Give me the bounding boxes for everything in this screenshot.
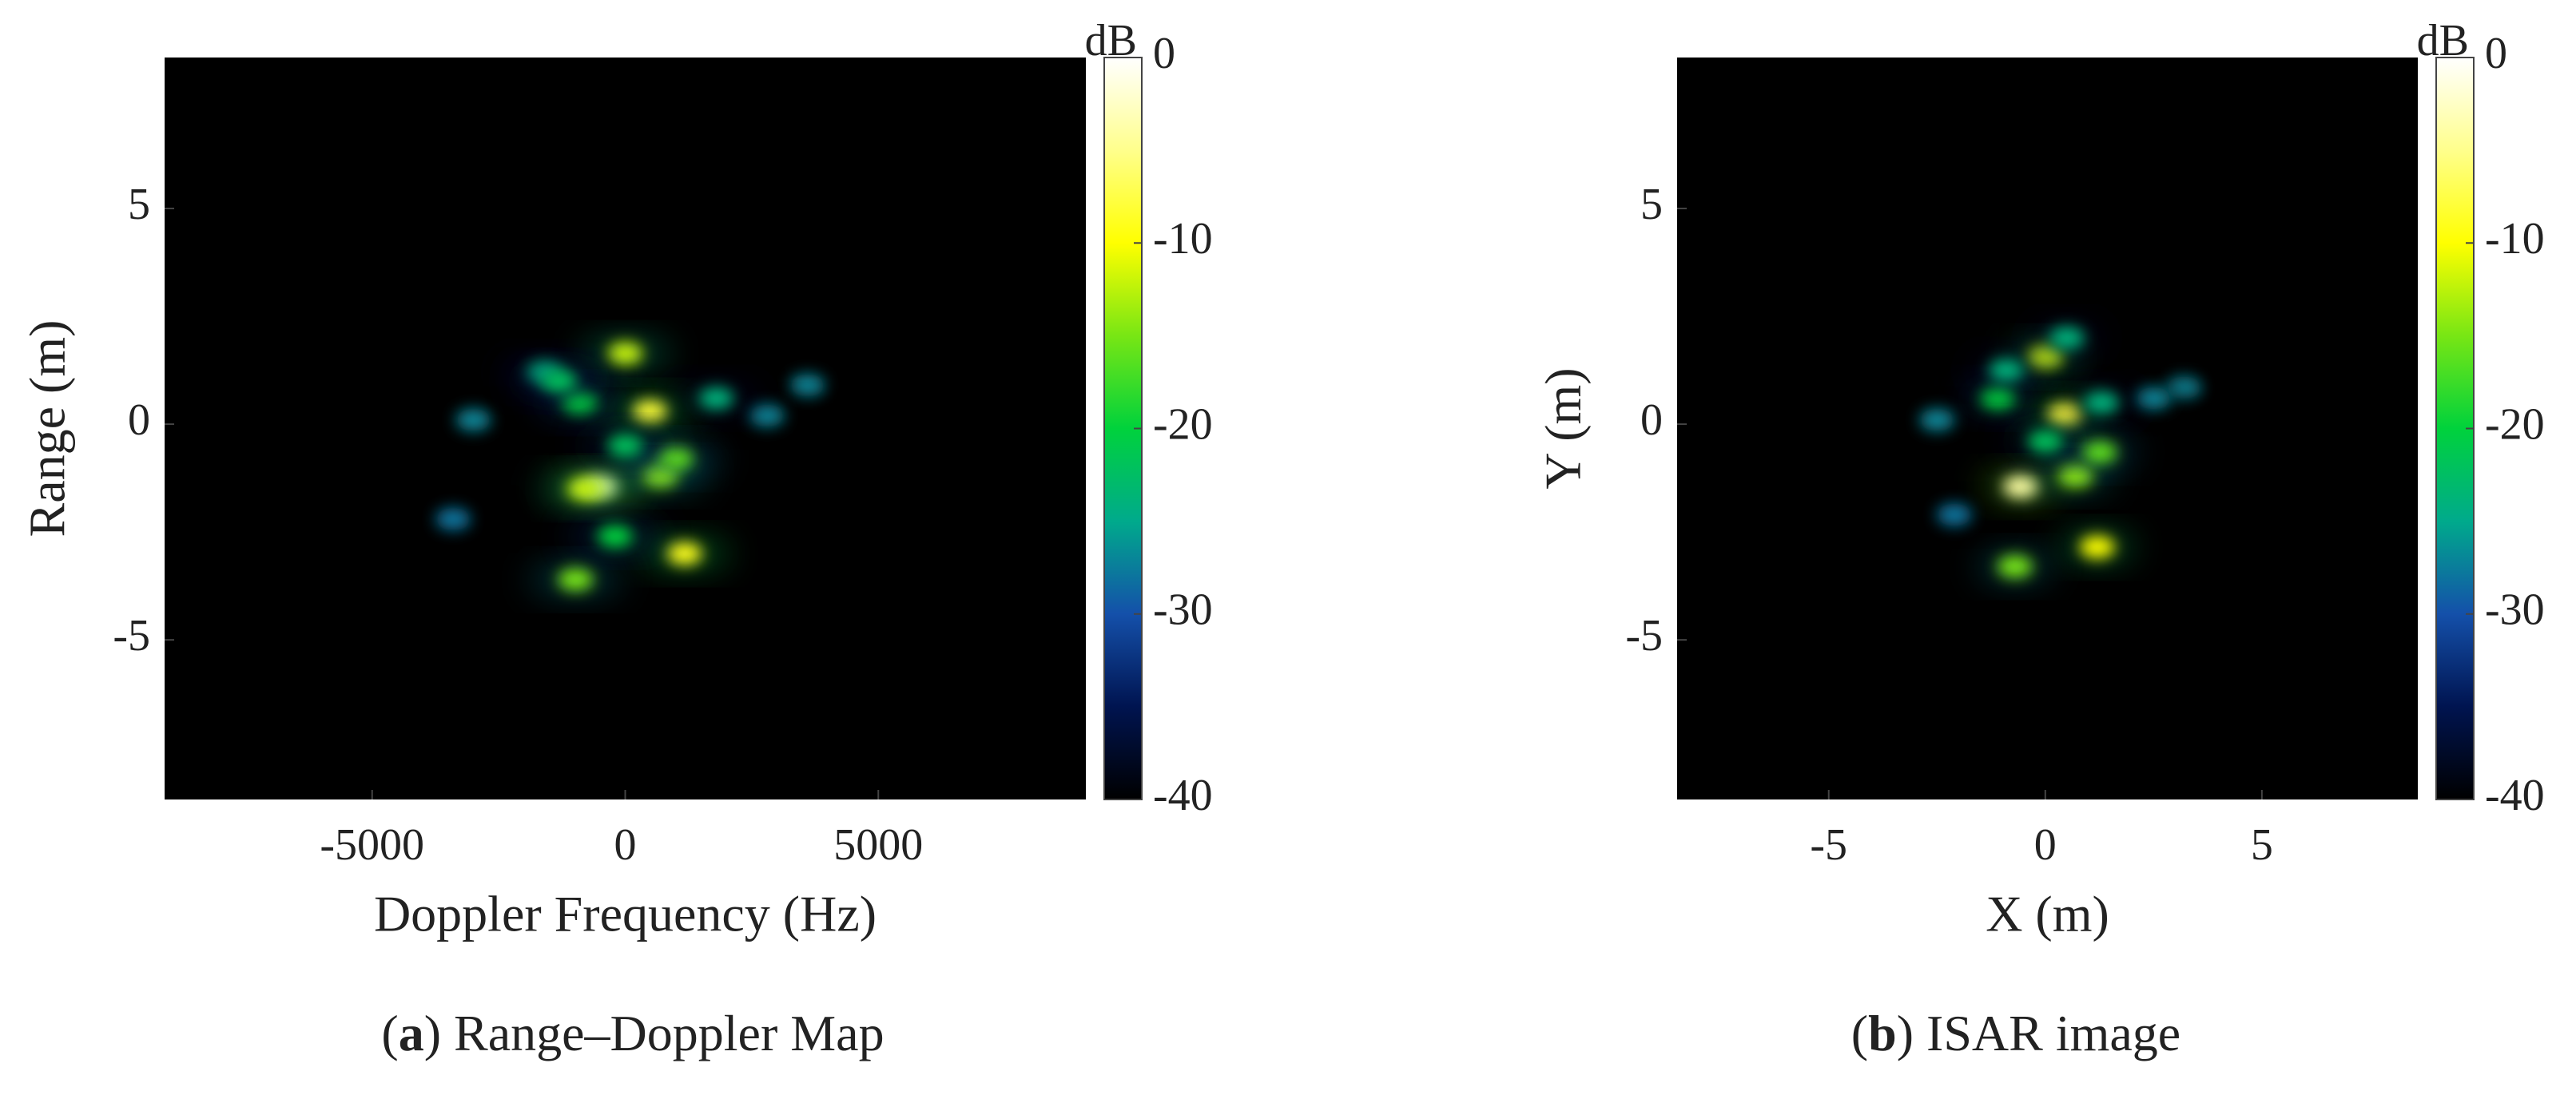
caption-part: ( bbox=[381, 1005, 398, 1061]
image-layer bbox=[407, 342, 854, 591]
colorbar-label: dB bbox=[1085, 16, 1137, 65]
colorbar-tick-label: -30 bbox=[1153, 585, 1213, 635]
colorbar-tick-label: 0 bbox=[2485, 29, 2507, 78]
y-tick-label: 0 bbox=[128, 395, 150, 445]
scatterer bbox=[2027, 345, 2063, 368]
scatterer bbox=[2084, 391, 2120, 415]
scatterer bbox=[597, 525, 633, 548]
scatterer bbox=[2079, 536, 2115, 559]
y-tick-label: -5 bbox=[1625, 611, 1663, 661]
x-axis-title: X (m) bbox=[1986, 886, 2109, 942]
scatterer bbox=[455, 408, 491, 431]
colorbar-tick-label: 0 bbox=[1153, 29, 1175, 78]
plot-background bbox=[165, 58, 1086, 799]
scatterer bbox=[642, 464, 678, 487]
y-tick-label: 0 bbox=[1640, 395, 1663, 445]
caption-part: ) ISAR image bbox=[1897, 1005, 2181, 1061]
x-tick-label: 5 bbox=[2251, 820, 2273, 870]
scatterer bbox=[789, 374, 825, 397]
colorbar-tick-label: -10 bbox=[1153, 214, 1213, 264]
scatterer bbox=[1997, 555, 2033, 578]
scatterer bbox=[749, 404, 785, 427]
scatterer bbox=[542, 370, 578, 393]
scatterer bbox=[435, 507, 471, 530]
image-layer bbox=[1899, 327, 2221, 578]
scatterer bbox=[666, 542, 702, 565]
y-tick-label: 5 bbox=[128, 180, 150, 229]
scatterer bbox=[1919, 408, 1955, 431]
caption-part: ( bbox=[1851, 1005, 1868, 1061]
scatterer bbox=[607, 342, 643, 365]
scatterer bbox=[2081, 441, 2117, 464]
x-tick-label: -5000 bbox=[320, 820, 424, 870]
caption-part: a bbox=[399, 1005, 424, 1061]
caption-part: b bbox=[1868, 1005, 1897, 1061]
colorbar-tick-label: -30 bbox=[2485, 585, 2545, 635]
scatterer bbox=[566, 478, 602, 501]
scatterer bbox=[2002, 475, 2038, 498]
scatterer bbox=[1980, 387, 2016, 410]
x-axis-title: Doppler Frequency (Hz) bbox=[374, 886, 877, 942]
colorbar-tick-label: -40 bbox=[1153, 771, 1213, 820]
y-axis-title: Range (m) bbox=[19, 320, 76, 538]
x-tick-label: 0 bbox=[614, 820, 637, 870]
y-axis-title: Y (m) bbox=[1535, 367, 1592, 489]
x-tick-label: 0 bbox=[2034, 820, 2057, 870]
scatterer bbox=[558, 568, 594, 591]
scatterer bbox=[562, 391, 598, 415]
caption: (b) ISAR image bbox=[1851, 1005, 2180, 1061]
y-tick-label: 5 bbox=[1640, 180, 1663, 229]
scatterer bbox=[1936, 503, 1972, 526]
scatterer bbox=[607, 434, 643, 458]
colorbar-tick-label: -40 bbox=[2485, 771, 2545, 820]
colorbar-tick-label: -20 bbox=[1153, 399, 1213, 449]
scatterer bbox=[2049, 327, 2085, 350]
colorbar-tick-label: -10 bbox=[2485, 214, 2545, 264]
plot-background bbox=[1677, 58, 2418, 799]
x-tick-label: -5 bbox=[1810, 820, 1847, 870]
scatterer bbox=[658, 447, 694, 470]
colorbar-label: dB bbox=[2417, 16, 2469, 65]
scatterer bbox=[2027, 430, 2063, 453]
scatterer bbox=[2057, 464, 2093, 487]
colorbar-tick-label: -20 bbox=[2485, 399, 2545, 449]
y-tick-label: -5 bbox=[113, 611, 150, 661]
caption: (a) Range–Doppler Map bbox=[381, 1005, 884, 1061]
scatterer bbox=[632, 399, 668, 423]
x-tick-label: 5000 bbox=[833, 820, 923, 870]
scatterer bbox=[698, 387, 734, 410]
scatterer bbox=[2136, 387, 2172, 410]
caption-part: ) Range–Doppler Map bbox=[424, 1005, 885, 1061]
scatterer bbox=[1989, 359, 2024, 382]
